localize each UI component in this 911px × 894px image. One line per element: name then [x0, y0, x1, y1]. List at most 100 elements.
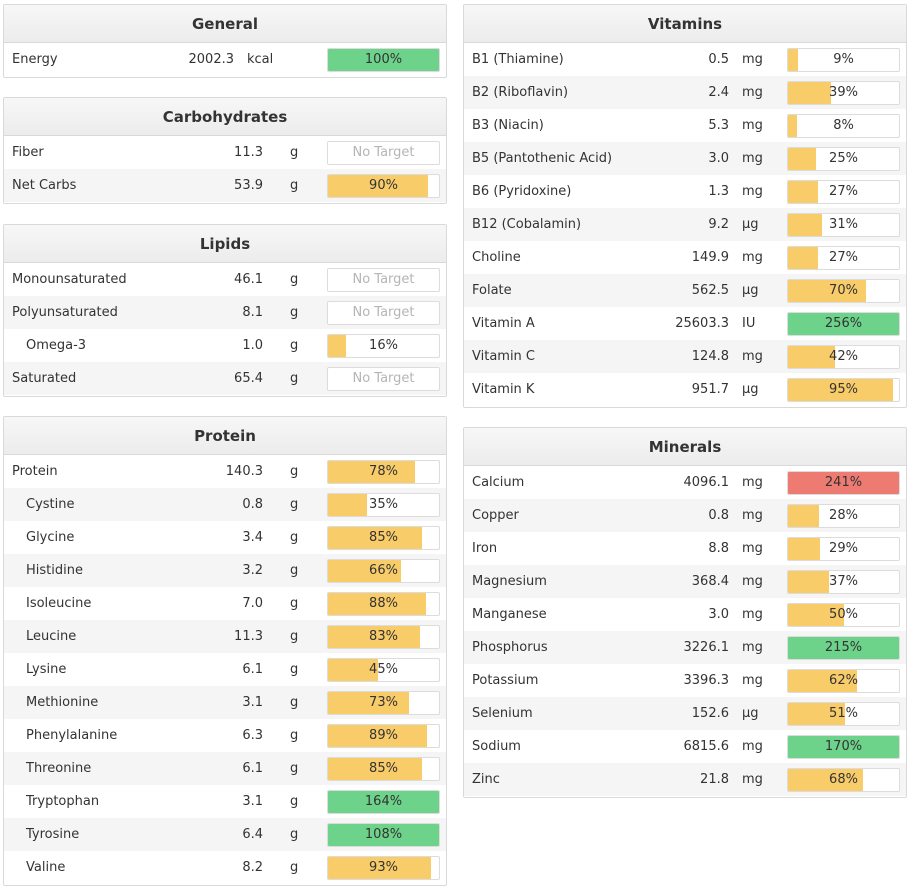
progress-fill [788, 538, 821, 560]
nutrient-row-b6-pyridoxine[interactable]: B6 (Pyridoxine) 1.3 mg 27% [464, 175, 906, 208]
protein-panel: Protein Protein 140.3 g 78% Cystine 0.8 g 35% Gl… [3, 416, 447, 886]
nutrient-amount: 3.4 [242, 530, 263, 545]
target-progress-bar: 88% [327, 592, 440, 616]
nutrient-amount: 8.2 [242, 860, 263, 875]
nutrient-row-valine[interactable]: Valine 8.2 g 93% [4, 851, 446, 884]
nutrient-row-sodium[interactable]: Sodium 6815.6 mg 170% [464, 730, 906, 763]
progress-label: 85% [369, 530, 398, 545]
vitamins-panel: Vitamins B1 (Thiamine) 0.5 mg 9% B2 (Ribofla… [463, 4, 907, 408]
target-progress-bar: 31% [787, 213, 900, 237]
nutrient-row-choline[interactable]: Choline 149.9 mg 27% [464, 241, 906, 274]
nutrient-name: Potassium [472, 673, 539, 688]
nutrient-row-omega-3[interactable]: Omega-3 1.0 g 16% [4, 329, 446, 362]
nutrient-unit: g [290, 860, 299, 875]
nutrient-row-energy[interactable]: Energy 2002.3 kcal 100% [4, 43, 446, 76]
nutrient-row-fiber[interactable]: Fiber 11.3 g No Target [4, 136, 446, 169]
nutrient-row-phenylalanine[interactable]: Phenylalanine 6.3 g 89% [4, 719, 446, 752]
nutrient-row-magnesium[interactable]: Magnesium 368.4 mg 37% [464, 565, 906, 598]
nutrient-row-zinc[interactable]: Zinc 21.8 mg 68% [464, 763, 906, 796]
general-title: General [4, 5, 446, 43]
nutrient-row-tyrosine[interactable]: Tyrosine 6.4 g 108% [4, 818, 446, 851]
lipids-title: Lipids [4, 225, 446, 263]
nutrient-row-leucine[interactable]: Leucine 11.3 g 83% [4, 620, 446, 653]
nutrient-row-lysine[interactable]: Lysine 6.1 g 45% [4, 653, 446, 686]
progress-fill [328, 824, 439, 846]
nutrient-row-threonine[interactable]: Threonine 6.1 g 85% [4, 752, 446, 785]
nutrient-row-monounsaturated[interactable]: Monounsaturated 46.1 g No Target [4, 263, 446, 296]
progress-label: 164% [364, 794, 403, 809]
nutrient-unit: g [290, 827, 299, 842]
nutrient-row-b12-cobalamin[interactable]: B12 (Cobalamin) 9.2 µg 31% [464, 208, 906, 241]
progress-fill [788, 313, 899, 335]
nutrient-unit: µg [742, 382, 759, 397]
general-rows: Energy 2002.3 kcal 100% [4, 43, 446, 76]
nutrient-unit: g [290, 305, 299, 320]
vitamins-rows: B1 (Thiamine) 0.5 mg 9% B2 (Riboflavin) 2.4 mg… [464, 43, 906, 406]
progress-label: 68% [829, 772, 858, 787]
nutrient-row-b3-niacin[interactable]: B3 (Niacin) 5.3 mg 8% [464, 109, 906, 142]
nutrient-row-potassium[interactable]: Potassium 3396.3 mg 62% [464, 664, 906, 697]
nutrient-unit: mg [742, 151, 763, 166]
target-progress-bar: No Target [327, 367, 440, 391]
progress-fill [328, 626, 421, 648]
nutrient-name: Copper [472, 508, 519, 523]
progress-fill [328, 527, 423, 549]
nutrient-row-copper[interactable]: Copper 0.8 mg 28% [464, 499, 906, 532]
vitamins-title: Vitamins [464, 5, 906, 43]
nutrient-row-polyunsaturated[interactable]: Polyunsaturated 8.1 g No Target [4, 296, 446, 329]
nutrient-amount: 1.3 [708, 184, 729, 199]
nutrient-row-iron[interactable]: Iron 8.8 mg 29% [464, 532, 906, 565]
nutrient-name: Tyrosine [26, 827, 80, 842]
nutrient-name: Glycine [26, 530, 75, 545]
nutrient-amount: 562.5 [691, 283, 729, 298]
nutrient-row-methionine[interactable]: Methionine 3.1 g 73% [4, 686, 446, 719]
nutrient-name: B2 (Riboflavin) [472, 85, 569, 100]
nutrient-amount: 0.5 [708, 52, 729, 67]
nutrient-unit: mg [742, 640, 763, 655]
target-progress-bar: 215% [787, 636, 900, 660]
nutrient-unit: mg [742, 85, 763, 100]
progress-fill [328, 791, 439, 813]
nutrient-row-tryptophan[interactable]: Tryptophan 3.1 g 164% [4, 785, 446, 818]
nutrient-amount: 21.8 [700, 772, 729, 787]
nutrient-name: Monounsaturated [12, 272, 127, 287]
nutrient-name: B12 (Cobalamin) [472, 217, 582, 232]
nutrient-amount: 8.8 [708, 541, 729, 556]
nutrient-row-vitamin-a[interactable]: Vitamin A 25603.3 IU 256% [464, 307, 906, 340]
progress-fill [788, 346, 835, 368]
nutrient-row-b1-thiamine[interactable]: B1 (Thiamine) 0.5 mg 9% [464, 43, 906, 76]
nutrient-row-histidine[interactable]: Histidine 3.2 g 66% [4, 554, 446, 587]
nutrient-row-folate[interactable]: Folate 562.5 µg 70% [464, 274, 906, 307]
nutrient-row-glycine[interactable]: Glycine 3.4 g 85% [4, 521, 446, 554]
nutrient-row-isoleucine[interactable]: Isoleucine 7.0 g 88% [4, 587, 446, 620]
target-progress-bar: 85% [327, 757, 440, 781]
nutrient-row-vitamin-k[interactable]: Vitamin K 951.7 µg 95% [464, 373, 906, 406]
carbohydrates-title: Carbohydrates [4, 98, 446, 136]
progress-label: 39% [829, 85, 858, 100]
nutrient-amount: 6815.6 [683, 739, 730, 754]
nutrient-unit: kcal [247, 52, 274, 67]
protein-title: Protein [4, 417, 446, 455]
nutrient-name: Leucine [26, 629, 77, 644]
nutrient-row-cystine[interactable]: Cystine 0.8 g 35% [4, 488, 446, 521]
nutrient-unit: g [290, 272, 299, 287]
nutrient-row-protein[interactable]: Protein 140.3 g 78% [4, 455, 446, 488]
progress-fill [788, 214, 823, 236]
nutrient-name: B5 (Pantothenic Acid) [472, 151, 613, 166]
nutrient-row-b5-pantothenic-acid[interactable]: B5 (Pantothenic Acid) 3.0 mg 25% [464, 142, 906, 175]
nutrient-name: Omega-3 [26, 338, 87, 353]
nutrient-row-net-carbs[interactable]: Net Carbs 53.9 g 90% [4, 169, 446, 202]
progress-fill [328, 692, 410, 714]
nutrient-amount: 7.0 [242, 596, 263, 611]
progress-fill [788, 247, 818, 269]
progress-fill [788, 148, 816, 170]
nutrient-row-saturated[interactable]: Saturated 65.4 g No Target [4, 362, 446, 395]
nutrient-row-vitamin-c[interactable]: Vitamin C 124.8 mg 42% [464, 340, 906, 373]
nutrient-row-calcium[interactable]: Calcium 4096.1 mg 241% [464, 466, 906, 499]
minerals-title: Minerals [464, 428, 906, 466]
nutrient-name: B1 (Thiamine) [472, 52, 564, 67]
nutrient-row-b2-riboflavin[interactable]: B2 (Riboflavin) 2.4 mg 39% [464, 76, 906, 109]
nutrient-row-manganese[interactable]: Manganese 3.0 mg 50% [464, 598, 906, 631]
nutrient-row-selenium[interactable]: Selenium 152.6 µg 51% [464, 697, 906, 730]
nutrient-row-phosphorus[interactable]: Phosphorus 3226.1 mg 215% [464, 631, 906, 664]
